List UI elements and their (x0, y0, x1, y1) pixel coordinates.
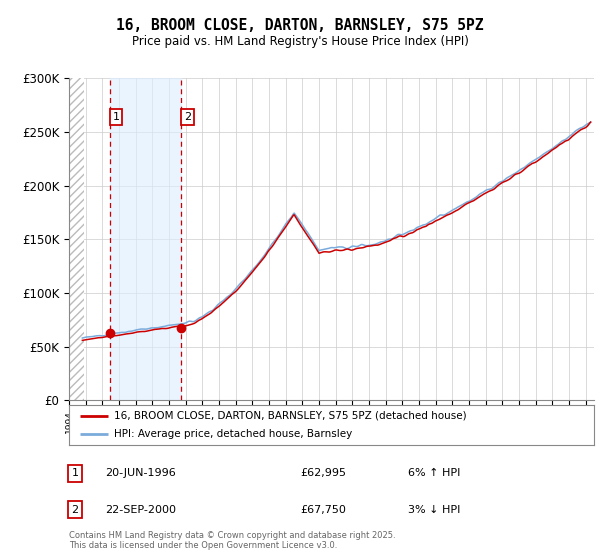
Text: 22-SEP-2000: 22-SEP-2000 (105, 505, 176, 515)
Text: 1: 1 (71, 468, 79, 478)
Bar (110, 78, 181, 400)
Bar (69, 78, 84, 400)
Bar (69, 78, 84, 400)
Text: 20-JUN-1996: 20-JUN-1996 (105, 468, 176, 478)
Text: Price paid vs. HM Land Registry's House Price Index (HPI): Price paid vs. HM Land Registry's House … (131, 35, 469, 49)
Text: 16, BROOM CLOSE, DARTON, BARNSLEY, S75 5PZ (detached house): 16, BROOM CLOSE, DARTON, BARNSLEY, S75 5… (113, 411, 466, 421)
Text: 2: 2 (71, 505, 79, 515)
Text: Contains HM Land Registry data © Crown copyright and database right 2025.
This d: Contains HM Land Registry data © Crown c… (69, 530, 395, 550)
Text: 1: 1 (113, 112, 119, 122)
Text: 3% ↓ HPI: 3% ↓ HPI (408, 505, 460, 515)
Text: £62,995: £62,995 (300, 468, 346, 478)
Text: £67,750: £67,750 (300, 505, 346, 515)
Text: 2: 2 (184, 112, 191, 122)
Text: 16, BROOM CLOSE, DARTON, BARNSLEY, S75 5PZ: 16, BROOM CLOSE, DARTON, BARNSLEY, S75 5… (116, 18, 484, 32)
Text: 6% ↑ HPI: 6% ↑ HPI (408, 468, 460, 478)
Text: HPI: Average price, detached house, Barnsley: HPI: Average price, detached house, Barn… (113, 430, 352, 439)
